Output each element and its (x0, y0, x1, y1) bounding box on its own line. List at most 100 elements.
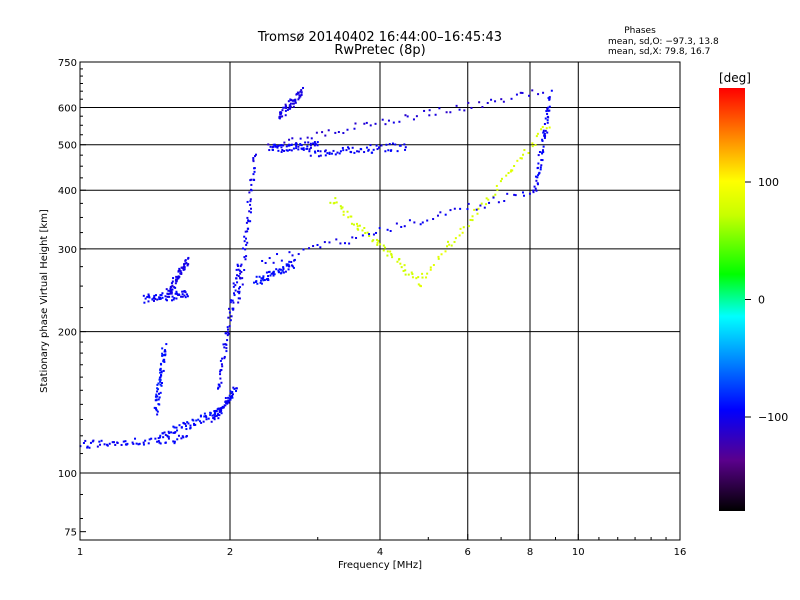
scatter-point (162, 354, 165, 357)
scatter-point (316, 141, 319, 144)
scatter-point (227, 332, 230, 335)
scatter-point (439, 211, 442, 214)
scatter-point (255, 275, 258, 278)
scatter-point (239, 265, 242, 268)
scatter-point (263, 279, 266, 282)
scatter-point (232, 301, 235, 304)
scatter-point (278, 117, 281, 120)
scatter-point (267, 271, 270, 274)
scatter-point (160, 363, 163, 366)
scatter-point (376, 148, 379, 151)
scatter-point (233, 388, 236, 391)
scatter-point (164, 295, 167, 298)
scatter-point (237, 275, 240, 278)
scatter-point (142, 441, 145, 444)
scatter-point (519, 157, 522, 160)
scatter-point (244, 248, 247, 251)
scatter-point (332, 149, 335, 152)
scatter-point (232, 393, 235, 396)
scatter-point (264, 261, 267, 264)
scatter-point (280, 144, 283, 147)
scatter-point (243, 256, 246, 259)
scatter-point (350, 222, 353, 225)
scatter-point (226, 326, 229, 329)
scatter-point (290, 149, 293, 152)
scatter-point (280, 111, 283, 114)
scatter-point (163, 353, 166, 356)
scatter-point (478, 101, 481, 104)
scatter-point (544, 129, 547, 132)
scatter-point (290, 98, 293, 101)
scatter-point (284, 270, 287, 273)
scatter-point (156, 413, 159, 416)
scatter-point (248, 210, 251, 213)
scatter-point (302, 148, 305, 151)
scatter-point (173, 442, 176, 445)
scatter-point (158, 378, 161, 381)
scatter-point (463, 109, 466, 112)
scatter-point (398, 120, 401, 123)
scatter-point (240, 270, 243, 273)
scatter-point (485, 197, 488, 200)
scatter-point (280, 259, 283, 262)
scatter-point (285, 106, 288, 109)
scatter-point (531, 145, 534, 148)
scatter-point (180, 426, 183, 429)
y-tick-label: 500 (58, 141, 77, 152)
scatter-point (158, 298, 161, 301)
scatter-point (288, 148, 291, 151)
scatter-point (232, 285, 235, 288)
scatter-point (156, 410, 159, 413)
scatter-point (356, 222, 359, 225)
scatter-point (543, 134, 546, 137)
scatter-point (237, 297, 240, 300)
scatter-point (246, 216, 249, 219)
scatter-point (313, 144, 316, 147)
scatter-point (312, 142, 315, 145)
scatter-point (158, 396, 161, 399)
scatter-point (155, 294, 158, 297)
scatter-point (167, 289, 170, 292)
scatter-point (528, 94, 531, 97)
scatter-point (326, 152, 329, 155)
scatter-point (540, 158, 543, 161)
scatter-point (231, 299, 234, 302)
scatter-point (221, 357, 224, 360)
scatter-point (283, 149, 286, 152)
scatter-point (82, 441, 85, 444)
scatter-point (173, 440, 176, 443)
scatter-point (181, 435, 184, 438)
scatter-point (386, 254, 389, 257)
scatter-point (542, 131, 545, 134)
scatter-point (183, 266, 186, 269)
scatter-point (315, 131, 318, 134)
scatter-point (182, 267, 185, 270)
scatter-point (98, 440, 101, 443)
scatter-point (228, 394, 231, 397)
scatter-point (292, 147, 295, 150)
scatter-point (138, 442, 141, 445)
scatter-point (267, 275, 270, 278)
scatter-point (150, 437, 153, 440)
scatter-point (220, 363, 223, 366)
scatter-point (310, 137, 313, 140)
scatter-point (447, 240, 450, 243)
scatter-point (438, 107, 441, 110)
scatter-point (173, 297, 176, 300)
scatter-point (256, 282, 259, 285)
scatter-point (334, 131, 337, 134)
scatter-point (204, 414, 207, 417)
scatter-point (249, 179, 252, 182)
scatter-point (319, 154, 322, 157)
scatter-point (291, 265, 294, 268)
scatter-point (536, 132, 539, 135)
scatter-point (379, 243, 382, 246)
scatter-point (218, 407, 221, 410)
scatter-point (277, 270, 280, 273)
scatter-point (537, 174, 540, 177)
scatter-point (404, 273, 407, 276)
scatter-point (282, 144, 285, 147)
scatter-point (513, 193, 516, 196)
scatter-point (357, 228, 360, 231)
scatter-point (243, 235, 246, 238)
